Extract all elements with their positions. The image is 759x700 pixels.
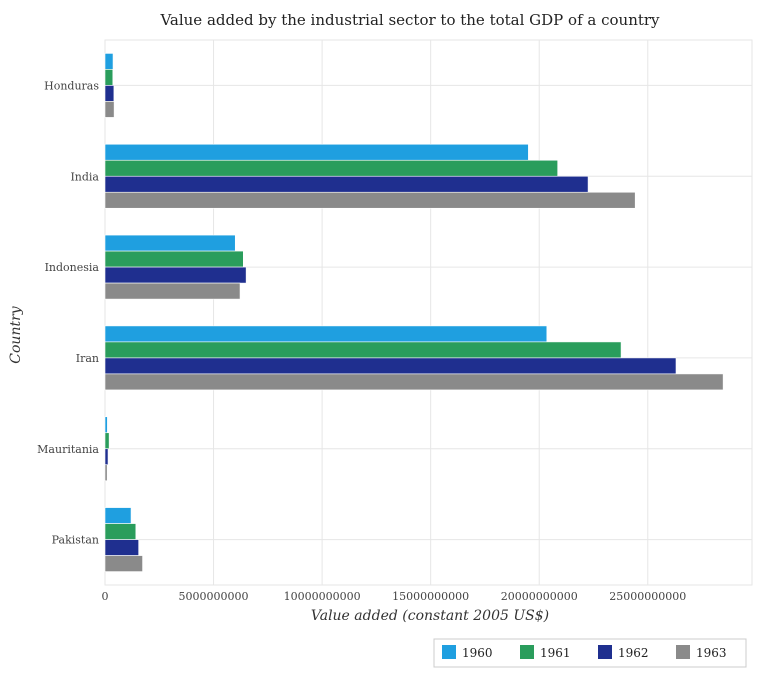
- grid: [104, 39, 753, 586]
- x-tick-label: 25000000000: [609, 590, 686, 603]
- bars: [104, 53, 724, 572]
- plot-frame: [104, 39, 753, 586]
- y-tick-label: Mauritania: [37, 443, 99, 456]
- bar-mauritania-1960: [104, 416, 108, 434]
- legend-swatch: [676, 645, 690, 659]
- y-tick-label: Indonesia: [45, 261, 100, 274]
- bar-pakistan-1960: [104, 507, 132, 524]
- y-tick-label: India: [70, 170, 99, 183]
- bar-honduras-1962: [104, 85, 115, 102]
- bar-pakistan-1962: [104, 539, 139, 556]
- y-tick-label: Pakistan: [52, 534, 99, 547]
- bar-indonesia-1960: [104, 234, 236, 252]
- bar-mauritania-1962: [104, 448, 109, 466]
- y-ticks: Honduras India Indonesia Iran Mauritania Paki…: [37, 79, 99, 546]
- x-tick-label: 5000000000: [179, 590, 249, 603]
- bar-iran-1962: [104, 357, 677, 375]
- bar-honduras-1961: [104, 69, 114, 86]
- bar-indonesia-1963: [104, 282, 241, 300]
- bar-iran-1960: [104, 325, 548, 343]
- y-tick-label: Iran: [76, 352, 99, 365]
- bar-iran-1963: [104, 373, 724, 391]
- legend-label: 1961: [540, 646, 571, 660]
- x-tick-label: 20000000000: [501, 590, 578, 603]
- bar-pakistan-1961: [104, 523, 137, 540]
- legend-swatch: [520, 645, 534, 659]
- x-axis-label: Value added (constant 2005 US$): [311, 608, 549, 624]
- legend-label: 1960: [462, 646, 493, 660]
- legend-swatch: [442, 645, 456, 659]
- bar-mauritania-1963: [104, 464, 108, 482]
- bar-honduras-1963: [104, 101, 115, 118]
- bar-iran-1961: [104, 341, 622, 359]
- legend-label: 1963: [696, 646, 727, 660]
- x-tick-label: 10000000000: [284, 590, 361, 603]
- bar-pakistan-1963: [104, 555, 143, 572]
- legend-swatch: [598, 645, 612, 659]
- bar-indonesia-1962: [104, 266, 247, 284]
- x-tick-label: 15000000000: [392, 590, 469, 603]
- legend-label: 1962: [618, 646, 649, 660]
- x-ticks: 0 5000000000 10000000000 15000000000 2000000…: [102, 590, 687, 603]
- bar-mauritania-1961: [104, 432, 110, 450]
- y-tick-label: Honduras: [44, 79, 99, 92]
- legend: 1960 1961 1962 1963: [433, 638, 747, 668]
- bar-india-1962: [104, 175, 589, 193]
- x-tick-label: 0: [102, 590, 109, 603]
- chart-title: Value added by the industrial sector to …: [159, 11, 660, 29]
- bar-india-1961: [104, 159, 558, 177]
- bar-honduras-1960: [104, 53, 114, 70]
- legend-box: [433, 638, 747, 668]
- y-axis-label: Country: [8, 305, 24, 363]
- bar-india-1963: [104, 191, 636, 209]
- bar-india-1960: [104, 143, 529, 161]
- bar-indonesia-1961: [104, 250, 244, 268]
